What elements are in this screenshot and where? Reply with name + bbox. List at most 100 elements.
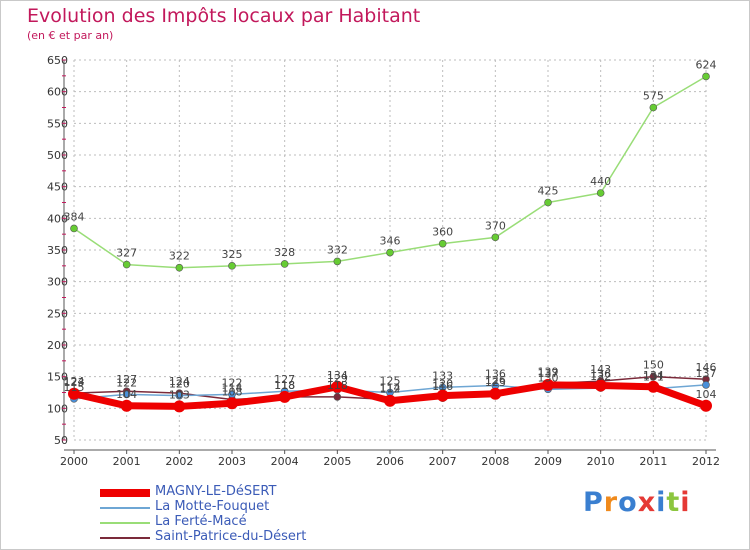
legend-item-magny[interactable]: MAGNY-LE-DéSERT [100, 484, 360, 500]
data-label-magny-2008: 123 [485, 376, 506, 389]
data-label-magny-2006: 112 [380, 383, 401, 396]
point-magny-2003 [226, 397, 238, 410]
data-label-la-motte-fouquet-2008: 136 [485, 368, 506, 381]
legend-item-la-motte-fouquet[interactable]: La Motte-Fouquet [100, 499, 360, 515]
y-tick-label-550: 550 [47, 117, 68, 130]
x-tick-label-2005: 2005 [323, 455, 351, 468]
data-label-magny-2009: 137 [538, 367, 559, 380]
point-la-ferte-mace-2008 [491, 233, 500, 242]
y-tick-label-450: 450 [47, 181, 68, 194]
x-tick-label-2008: 2008 [481, 455, 509, 468]
point-magny-2006 [384, 394, 396, 407]
data-label-la-ferte-mace-2005: 332 [327, 243, 348, 256]
point-magny-2010 [594, 379, 607, 392]
x-tick-label-2011: 2011 [639, 455, 667, 468]
legend-label-magny: MAGNY-LE-DéSERT [155, 484, 277, 499]
point-la-motte-fouquet-2001 [122, 390, 131, 399]
legend-item-la-ferte-mace[interactable]: La Ferté-Macé [100, 514, 360, 530]
x-tick-label-2007: 2007 [429, 455, 457, 468]
data-label-magny-2003: 108 [222, 385, 243, 398]
data-label-la-motte-fouquet-2002: 120 [169, 378, 190, 391]
point-magny-2012 [700, 399, 712, 412]
data-label-la-motte-fouquet-2004: 127 [274, 373, 295, 386]
data-label-saint-patrice-2006: 114 [380, 381, 401, 394]
data-label-magny-2000: 123 [64, 376, 85, 389]
point-magny-2008 [489, 387, 502, 400]
data-label-la-motte-fouquet-2011: 131 [643, 371, 664, 384]
x-tick-label-2009: 2009 [534, 455, 562, 468]
point-magny-2007 [436, 389, 449, 402]
y-tick-label-650: 650 [47, 54, 68, 67]
point-la-motte-fouquet-2012 [702, 381, 710, 389]
data-label-la-motte-fouquet-2000: 115 [64, 381, 85, 394]
legend-item-saint-patrice[interactable]: Saint-Patrice-du-Désert [100, 529, 360, 545]
proxiti-logo: Proxiti [583, 487, 691, 518]
data-label-saint-patrice-2010: 143 [590, 363, 611, 376]
point-la-ferte-mace-2006 [386, 248, 394, 257]
point-la-ferte-mace-2009 [544, 198, 552, 207]
y-tick-label-600: 600 [47, 86, 68, 99]
data-label-saint-patrice-2002: 124 [169, 375, 190, 388]
logo-letter: i [680, 487, 691, 518]
point-la-ferte-mace-2001 [122, 260, 131, 269]
point-la-ferte-mace-2004 [280, 260, 289, 268]
data-label-la-ferte-mace-2000: 384 [64, 210, 85, 223]
point-magny-2001 [120, 399, 133, 412]
chart-subtitle: (en € et par an) [27, 29, 114, 42]
point-la-ferte-mace-2000 [70, 224, 78, 233]
axis-layer: 5010015020025030035040045050055060065020… [47, 54, 720, 468]
point-magny-2000 [68, 387, 80, 400]
point-magny-2004 [278, 390, 291, 403]
point-magny-2011 [647, 380, 660, 393]
grid-layer [73, 59, 707, 441]
data-label-magny-2007: 120 [432, 378, 453, 391]
data-label-la-ferte-mace-2002: 322 [169, 250, 190, 263]
x-tick-label-2004: 2004 [271, 455, 299, 468]
data-label-magny-2012: 104 [696, 388, 717, 401]
data-label-la-motte-fouquet-2005: 129 [327, 372, 348, 385]
y-tick-label-150: 150 [47, 371, 68, 384]
logo-letter: o [618, 487, 638, 518]
x-tick-label-2003: 2003 [218, 455, 246, 468]
data-label-la-motte-fouquet-2007: 133 [432, 369, 453, 382]
data-label-magny-2011: 134 [643, 369, 664, 382]
chart-title: Evolution des Impôts locaux par Habitant [27, 5, 421, 27]
point-saint-patrice-2011 [649, 372, 658, 381]
data-label-magny-2002: 103 [169, 388, 190, 401]
x-tick-label-2010: 2010 [587, 455, 615, 468]
data-label-la-motte-fouquet-2010: 132 [590, 370, 611, 383]
data-label-saint-patrice-2008: 126 [485, 374, 506, 387]
data-label-la-motte-fouquet-2001: 122 [116, 376, 137, 389]
data-label-magny-2010: 136 [590, 368, 611, 381]
data-label-la-ferte-mace-2007: 360 [432, 226, 453, 239]
y-tick-label-100: 100 [47, 402, 68, 415]
data-label-la-motte-fouquet-2003: 122 [222, 376, 243, 389]
series-layer [68, 72, 712, 413]
data-label-la-motte-fouquet-2006: 125 [380, 375, 401, 388]
legend-swatch-la-motte-fouquet [100, 507, 150, 509]
point-la-ferte-mace-2011 [649, 103, 658, 112]
point-la-ferte-mace-2012 [702, 72, 710, 81]
data-label-saint-patrice-2003: 114 [222, 381, 243, 394]
y-tick-label-350: 350 [47, 244, 68, 257]
data-label-la-ferte-mace-2010: 440 [590, 175, 611, 188]
logo-letter: t [666, 487, 681, 518]
data-label-la-motte-fouquet-2009: 130 [538, 371, 559, 384]
point-la-ferte-mace-2007 [438, 239, 447, 248]
point-la-ferte-mace-2005 [333, 257, 342, 266]
legend-swatch-saint-patrice [100, 537, 150, 539]
data-label-saint-patrice-2000: 124 [64, 375, 85, 388]
logo-letter: r [603, 487, 619, 518]
legend-swatch-la-ferte-mace [100, 522, 150, 524]
data-label-saint-patrice-2005: 118 [327, 379, 348, 392]
data-label-saint-patrice-2011: 150 [643, 359, 664, 372]
y-tick-label-200: 200 [47, 339, 68, 352]
point-la-motte-fouquet-2002 [175, 391, 184, 400]
data-label-la-ferte-mace-2001: 327 [116, 247, 137, 260]
y-tick-label-500: 500 [47, 149, 68, 162]
data-label-la-ferte-mace-2006: 346 [380, 235, 401, 248]
y-tick-label-300: 300 [47, 276, 68, 289]
point-magny-2009 [542, 378, 554, 391]
x-tick-label-2012: 2012 [692, 455, 720, 468]
